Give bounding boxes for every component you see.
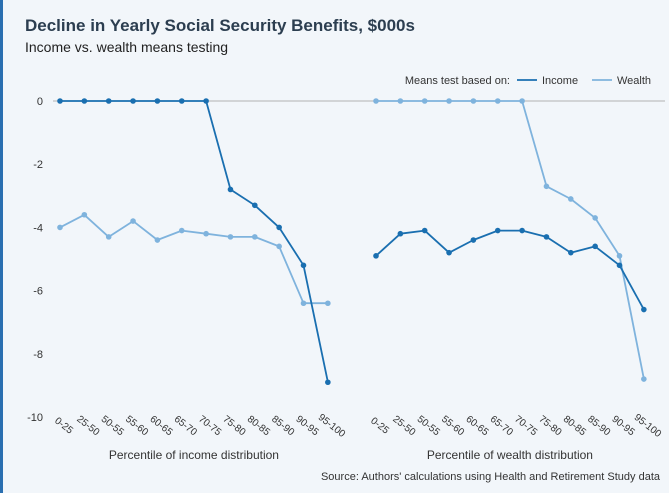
legend-title: Means test based on:: [405, 75, 510, 87]
data-point-wealth: [276, 243, 282, 250]
x-tick-label: 75-80: [221, 414, 248, 439]
x-tick-label: 75-80: [537, 414, 564, 439]
data-point-wealth: [470, 98, 477, 104]
x-tick-label: 95-100: [316, 412, 348, 440]
data-point-wealth: [227, 234, 234, 240]
y-tick-label: -8: [33, 349, 43, 361]
x-tick-label: 50-55: [99, 414, 126, 439]
data-point-wealth: [494, 98, 501, 104]
data-point-wealth: [203, 230, 209, 237]
legend-label-wealth: Wealth: [617, 75, 651, 87]
data-point-income: [543, 234, 550, 240]
x-tick-label: 65-70: [172, 414, 199, 439]
x-tick-label: 0-25: [52, 416, 75, 437]
data-point-income: [641, 306, 647, 313]
data-point-income: [325, 379, 331, 386]
x-tick-label: 25-50: [74, 414, 101, 439]
data-point-wealth: [57, 224, 63, 231]
data-point-wealth: [81, 211, 88, 218]
chart-subtitle: Income vs. wealth means testing: [25, 39, 229, 55]
chart-svg: 0-2-4-6-8-10 0-25 25-5050-5555-6060-6565-7…: [27, 75, 665, 462]
data-point-income: [300, 262, 307, 269]
x-tick-label: 70-75: [196, 414, 223, 439]
data-point-income: [252, 202, 258, 209]
data-point-income: [203, 98, 209, 104]
data-point-income: [81, 98, 88, 104]
data-point-income: [397, 230, 404, 237]
data-point-income: [519, 227, 525, 234]
x-tick-label: 80-85: [245, 414, 272, 439]
data-point-income: [178, 98, 185, 104]
y-tick-label: -2: [33, 159, 43, 171]
data-point-income: [57, 98, 63, 104]
data-point-income: [568, 249, 574, 256]
x-tick-label: 50-55: [415, 414, 442, 439]
x-tick-label: 95-100: [632, 412, 664, 440]
data-point-wealth: [446, 98, 452, 104]
data-point-wealth: [300, 300, 307, 307]
data-point-income: [446, 249, 452, 256]
x-tick-label: 85-90: [585, 414, 612, 439]
data-point-wealth: [543, 183, 550, 190]
data-point-wealth: [154, 237, 161, 243]
data-point-wealth: [130, 218, 136, 224]
x-tick-label: 25-50: [390, 414, 417, 439]
x-tick-label: 60-65: [463, 414, 490, 439]
data-point-income: [421, 227, 428, 234]
chart-source: Source: Authors' calculations using Heal…: [320, 471, 660, 483]
data-point-wealth: [616, 253, 623, 259]
data-point-income: [470, 237, 477, 243]
x-tick-label: 60-65: [147, 414, 174, 439]
data-point-income: [227, 186, 234, 193]
series-line-income: [60, 100, 329, 383]
data-point-wealth: [592, 215, 598, 221]
x-tick-label: 90-95: [294, 414, 321, 439]
x-tick-label: 55-60: [439, 414, 466, 439]
y-tick-label: -4: [33, 222, 43, 234]
data-point-wealth: [178, 227, 185, 234]
data-point-income: [154, 98, 161, 104]
data-point-income: [494, 227, 501, 234]
data-point-income: [130, 98, 136, 104]
data-point-income: [373, 253, 379, 259]
x-tick-label: 90-95: [610, 414, 637, 439]
data-point-wealth: [373, 98, 379, 104]
data-point-wealth: [519, 98, 525, 104]
data-point-wealth: [397, 98, 404, 104]
y-tick-label: -10: [27, 412, 43, 424]
x-tick-label: 0-25: [368, 416, 391, 437]
data-point-wealth: [325, 300, 331, 307]
series-line-wealth: [59, 213, 328, 305]
data-point-income: [276, 224, 282, 231]
data-point-wealth: [105, 234, 112, 240]
x-tick-label: 70-75: [512, 414, 539, 439]
data-point-wealth: [252, 234, 258, 240]
y-tick-label: -6: [33, 286, 43, 298]
x-tick-label: 65-70: [488, 414, 515, 439]
series-line-income: [375, 229, 645, 311]
series-line-wealth: [376, 100, 645, 380]
y-tick-label: 0: [37, 96, 43, 108]
data-point-wealth: [421, 98, 428, 104]
legend-label-income: Income: [542, 75, 578, 87]
chart-title: Decline in Yearly Social Security Benefi…: [25, 16, 415, 35]
x-axis-label: Percentile of wealth distribution: [427, 448, 593, 462]
x-tick-label: 80-85: [561, 414, 588, 439]
data-point-income: [105, 98, 112, 104]
x-tick-label: 55-60: [123, 414, 150, 439]
data-point-income: [616, 262, 623, 269]
data-point-wealth: [641, 376, 647, 382]
data-point-wealth: [568, 196, 574, 202]
x-axis-label: Percentile of income distribution: [109, 448, 279, 462]
data-point-income: [592, 243, 598, 250]
x-tick-label: 85-90: [269, 414, 296, 439]
